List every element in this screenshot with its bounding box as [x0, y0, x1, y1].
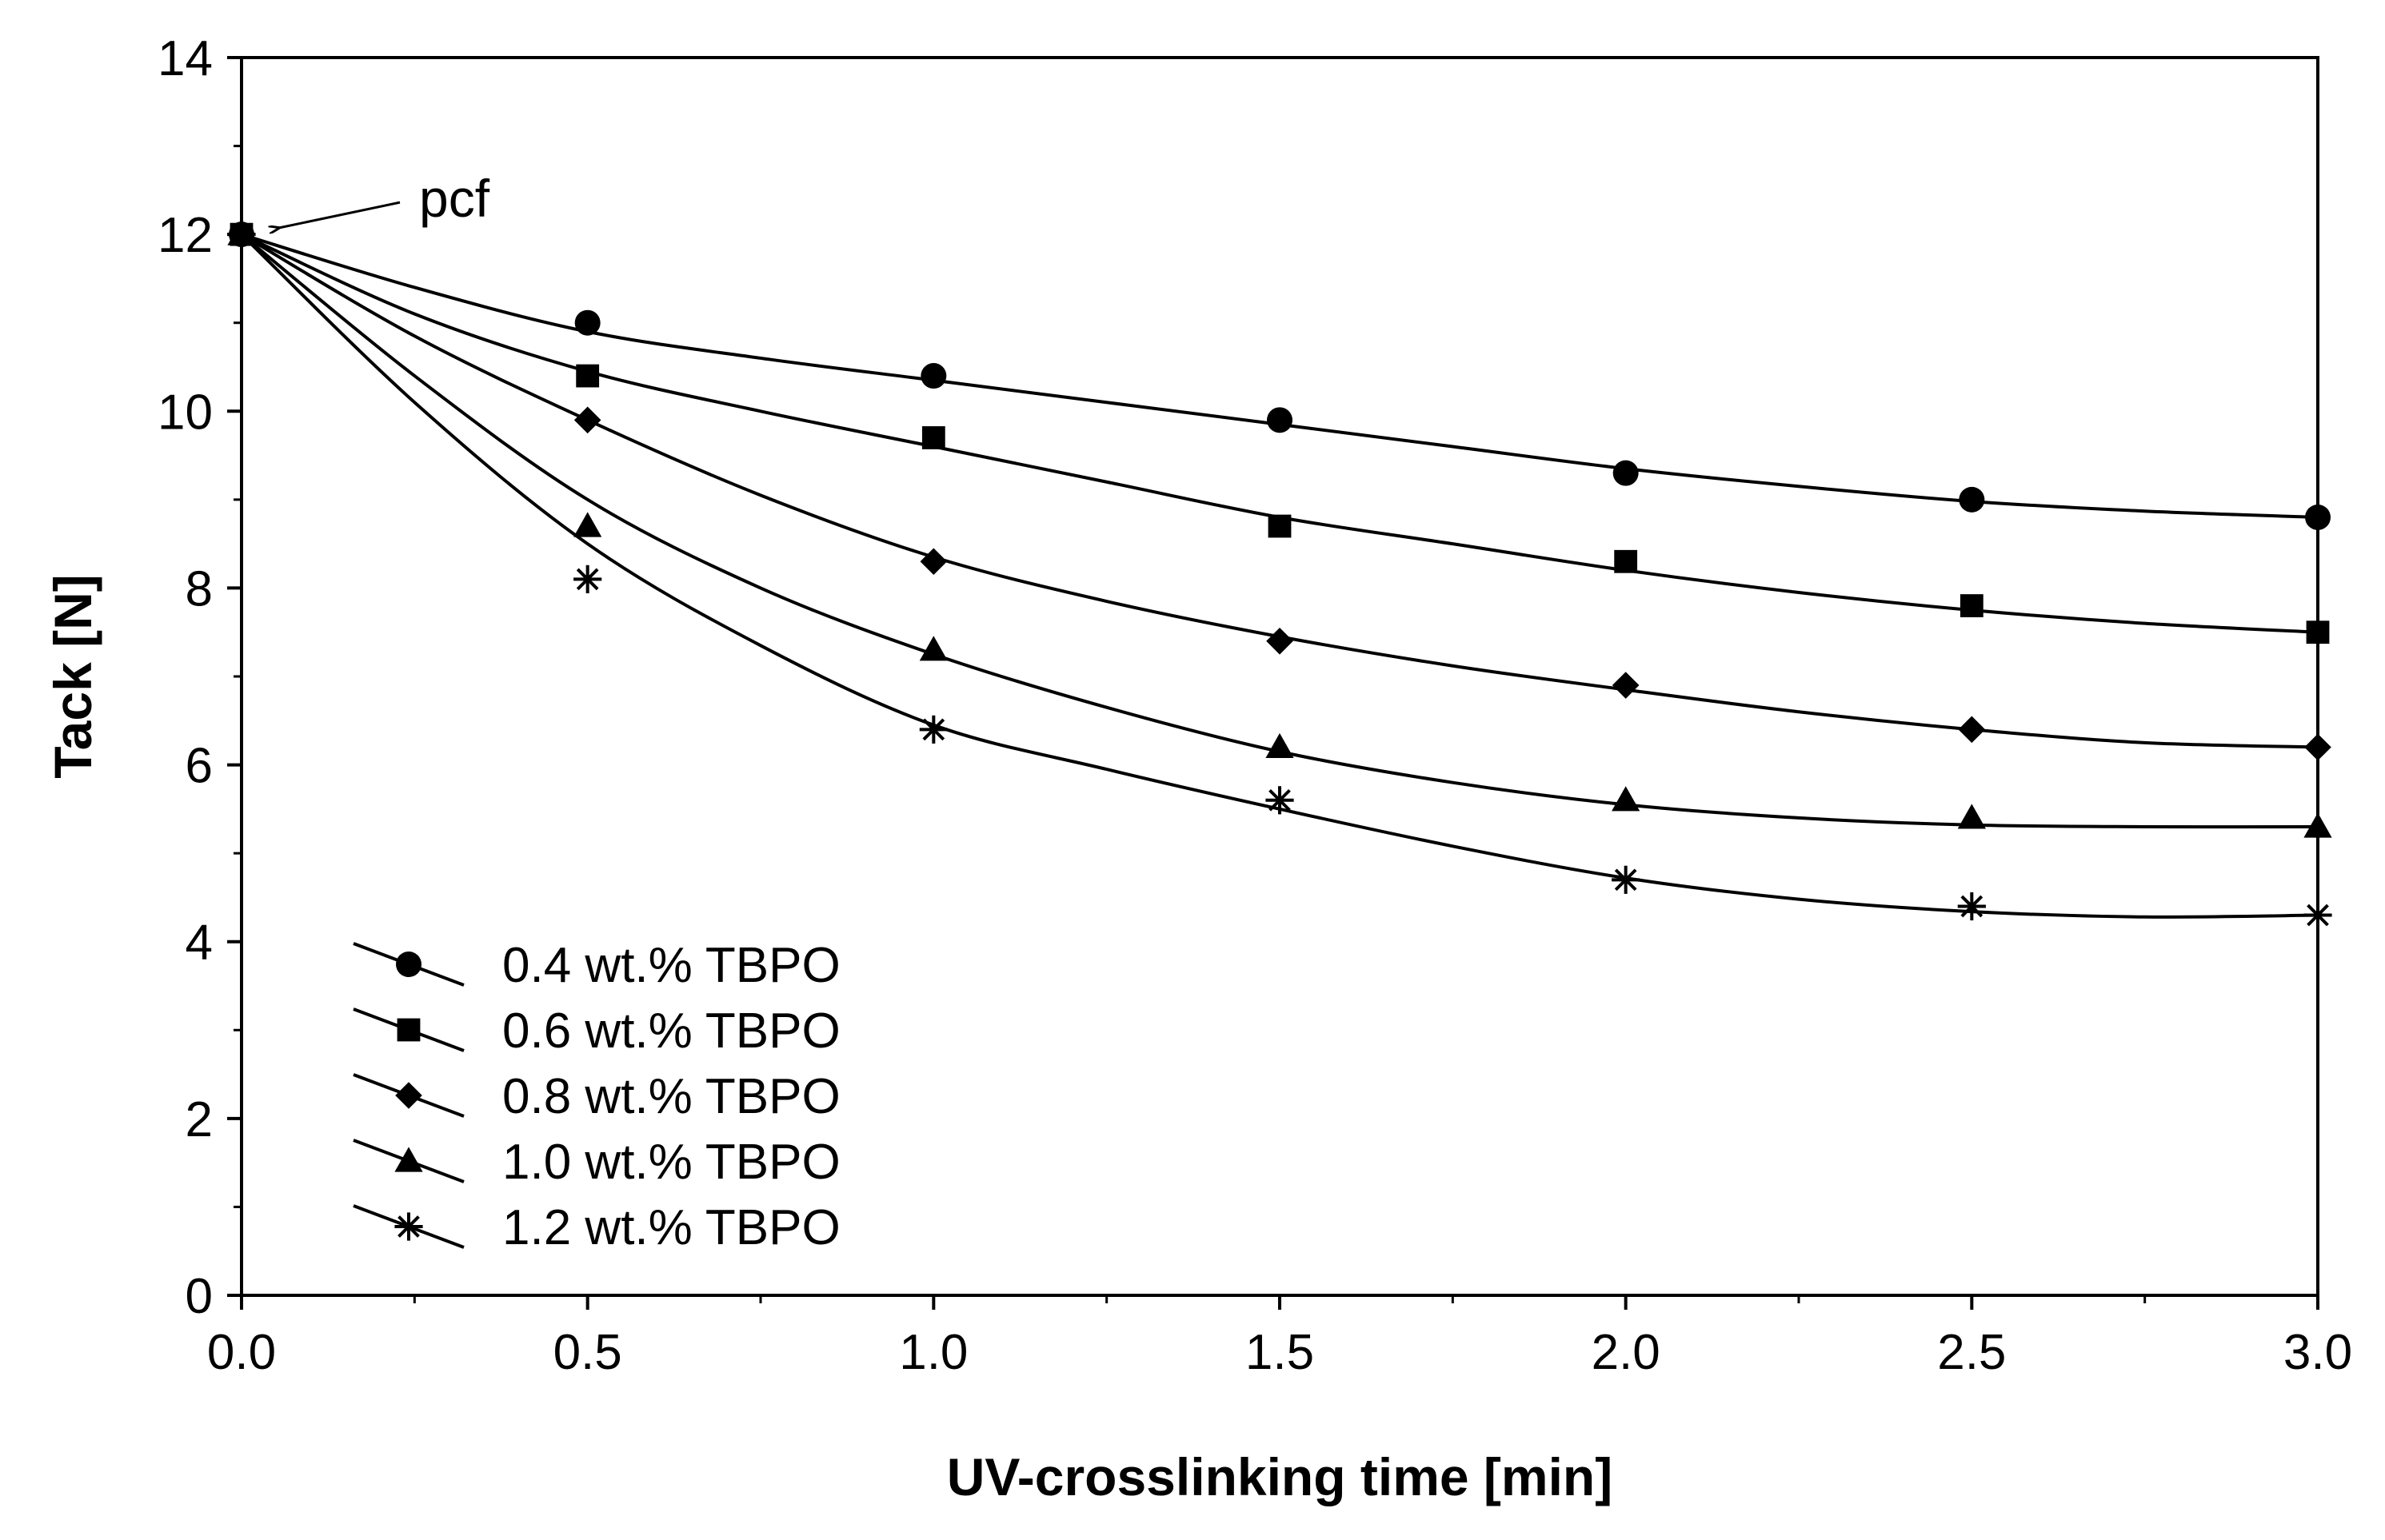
data-point-series-5 — [573, 565, 602, 593]
y-tick-label: 12 — [158, 208, 213, 263]
data-point-series-4 — [919, 636, 948, 661]
pcf-arrow — [278, 201, 401, 228]
data-point-series-2 — [576, 364, 600, 388]
x-tick-label: 0.5 — [553, 1325, 622, 1380]
data-point-series-4 — [2303, 812, 2332, 838]
data-point-series-4 — [1612, 786, 1640, 812]
data-point-series-2 — [2306, 620, 2330, 644]
x-tick-label: 2.5 — [1937, 1325, 2006, 1380]
asterisk-stroke — [1614, 868, 1637, 892]
legend-marker-4 — [394, 1147, 423, 1172]
data-point-series-3 — [2304, 733, 2331, 761]
asterisk-stroke — [922, 718, 945, 741]
data-point-series-3 — [1958, 716, 1986, 744]
legend-label-5: 1.2 wt.% TBPO — [502, 1200, 841, 1255]
fit-curve-series-5 — [240, 233, 2319, 919]
data-point-series-3 — [573, 406, 601, 434]
asterisk-stroke — [230, 223, 253, 246]
data-point-series-4 — [573, 512, 602, 537]
x-tick-label: 3.0 — [2283, 1325, 2352, 1380]
legend-marker-5 — [394, 1212, 423, 1241]
data-point-series-5 — [1612, 865, 1640, 894]
y-axis-title: Tack [N] — [43, 574, 102, 779]
asterisk-stroke — [2307, 904, 2329, 927]
pcf-label: pcf — [419, 169, 490, 228]
fit-curve-series-2 — [241, 233, 2319, 634]
fit-curve-series-3 — [240, 233, 2319, 749]
data-point-series-1 — [1959, 486, 1985, 513]
data-point-series-5 — [227, 220, 256, 249]
asterisk-stroke — [576, 568, 599, 591]
asterisk-stroke — [1960, 895, 1984, 918]
x-tick-label: 2.0 — [1592, 1325, 1660, 1380]
data-point-series-3 — [1266, 627, 1293, 655]
x-tick-label: 0.0 — [207, 1325, 276, 1380]
legend-label-4: 1.0 wt.% TBPO — [502, 1135, 841, 1190]
x-axis-title: UV-crosslinking time [min] — [947, 1447, 1612, 1506]
y-tick-label: 2 — [186, 1092, 213, 1147]
annotations: pcf — [278, 169, 490, 228]
legend-marker-1 — [396, 952, 421, 977]
legend-label-3: 0.8 wt.% TBPO — [502, 1069, 841, 1124]
data-point-series-4 — [1957, 804, 1986, 829]
x-tick-label: 1.0 — [899, 1325, 968, 1380]
fit-curve-series-1 — [241, 233, 2319, 519]
legend-label-1: 0.4 wt.% TBPO — [502, 938, 841, 993]
data-point-series-5 — [1265, 786, 1294, 815]
legend-label-2: 0.6 wt.% TBPO — [502, 1003, 841, 1059]
asterisk-stroke — [398, 1215, 420, 1238]
legend-marker-2 — [397, 1018, 421, 1042]
data-point-series-2 — [1614, 549, 1638, 573]
data-point-series-3 — [1612, 672, 1640, 699]
data-point-series-2 — [1960, 594, 1984, 617]
data-point-series-2 — [1268, 514, 1292, 538]
data-point-series-1 — [1267, 407, 1292, 433]
y-tick-label: 6 — [186, 739, 213, 794]
data-point-series-3 — [920, 548, 948, 576]
y-tick-label: 8 — [186, 561, 213, 616]
data-point-series-5 — [919, 715, 948, 744]
data-point-series-1 — [574, 309, 601, 336]
data-points — [227, 220, 2332, 930]
x-tick-label: 1.5 — [1245, 1325, 1314, 1380]
data-point-series-5 — [1957, 892, 1986, 921]
data-point-series-1 — [921, 363, 947, 389]
y-tick-label: 4 — [186, 916, 213, 971]
legend-marker-3 — [395, 1082, 422, 1109]
data-point-series-1 — [1612, 460, 1639, 486]
asterisk-stroke — [1268, 788, 1291, 812]
data-point-series-4 — [1265, 732, 1294, 759]
y-tick-label: 0 — [186, 1269, 213, 1324]
y-tick-label: 14 — [158, 31, 213, 86]
legend: 0.4 wt.% TBPO 0.6 wt.% TBPO 0.8 wt.% TBPO 1… — [353, 938, 841, 1255]
data-point-series-5 — [2303, 900, 2332, 930]
y-tick-label: 10 — [158, 385, 213, 440]
fit-curves — [240, 233, 2319, 919]
axes: 0.0 0.5 1.0 1.5 2.0 2.5 3.0 0 2 4 6 8 10 12 14 — [158, 31, 2352, 1380]
data-point-series-2 — [921, 426, 945, 449]
data-point-series-1 — [2305, 504, 2331, 530]
